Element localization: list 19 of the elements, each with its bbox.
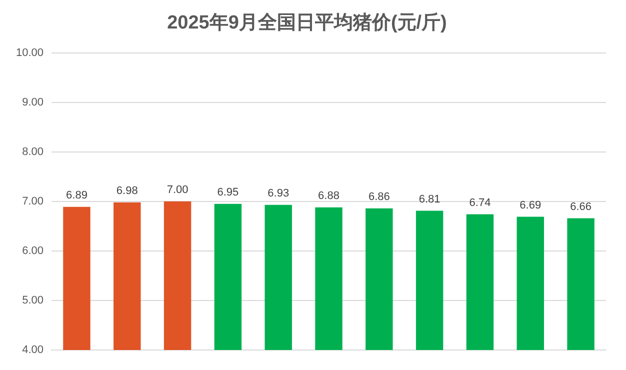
data-label: 6.98 [116,184,138,197]
data-label: 6.74 [469,196,491,209]
data-label: 6.69 [520,199,542,212]
data-label: 7.00 [166,184,188,196]
data-label: 6.89 [66,189,88,202]
y-tick-label: 4.00 [22,344,44,356]
y-tick-label: 10.00 [16,46,44,59]
y-tick-label: 6.00 [22,244,44,257]
chart-title: 2025年9月全国日平均猪价(元/斤) [167,12,447,34]
data-label: 6.93 [268,187,290,200]
data-label: 6.88 [318,190,340,202]
data-label: 6.66 [570,200,592,213]
data-label: 6.81 [418,193,440,206]
y-tick-label: 7.00 [22,195,44,208]
y-tick-label: 9.00 [22,96,44,108]
data-label: 6.95 [217,186,239,198]
y-tick-label: 8.00 [22,146,44,158]
y-tick-label: 5.00 [22,294,44,306]
data-label: 6.86 [368,190,390,203]
